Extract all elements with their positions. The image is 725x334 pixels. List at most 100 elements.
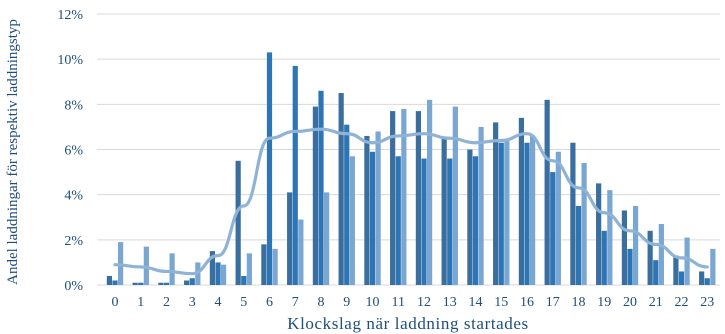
x-tick-label: 15 <box>494 295 508 310</box>
x-tick-label: 2 <box>163 295 170 310</box>
x-axis-label: Klockslag när laddning startades <box>287 314 529 333</box>
bar <box>390 111 396 285</box>
x-tick-label: 5 <box>240 295 247 310</box>
bar <box>570 142 576 285</box>
bar <box>298 219 304 285</box>
bar <box>318 90 324 286</box>
bar <box>272 248 278 285</box>
bar <box>415 111 421 285</box>
bar <box>699 271 705 285</box>
bar <box>530 135 536 285</box>
bar <box>550 172 556 285</box>
bar <box>607 190 613 285</box>
bar <box>447 158 453 285</box>
bar <box>369 151 376 285</box>
bar <box>395 156 401 285</box>
bar <box>498 142 504 285</box>
bar <box>621 210 627 285</box>
bar <box>344 124 350 286</box>
bar <box>704 278 710 285</box>
x-tick-label: 10 <box>366 295 380 310</box>
x-tick-label: 18 <box>572 295 586 310</box>
bar <box>241 275 247 285</box>
bar <box>518 117 524 285</box>
bar <box>493 122 499 286</box>
x-tick-label: 20 <box>623 295 637 310</box>
y-tick-label: 6% <box>64 144 83 159</box>
x-tick-label: 9 <box>343 295 350 310</box>
bar <box>596 183 602 285</box>
bar <box>601 230 607 285</box>
x-tick-label: 3 <box>189 295 196 310</box>
x-tick-label: 17 <box>546 295 560 310</box>
bar <box>524 142 530 285</box>
bar <box>235 160 241 285</box>
bar <box>112 280 118 285</box>
bar <box>472 156 479 285</box>
gridlines <box>97 13 720 286</box>
y-axis-label: Andel laddningar för respektiv laddnings… <box>5 19 21 285</box>
bar <box>132 282 138 285</box>
bars <box>106 52 716 286</box>
bar <box>169 253 175 285</box>
bar <box>478 126 484 286</box>
bar <box>441 138 447 285</box>
bar <box>184 280 190 285</box>
x-tick-label: 0 <box>112 295 119 310</box>
x-tick-label: 14 <box>469 295 483 310</box>
x-tick-label: 1 <box>137 295 144 310</box>
bar <box>292 65 298 285</box>
bar <box>189 278 195 285</box>
bar <box>221 264 227 285</box>
bar <box>163 282 170 285</box>
bar <box>266 52 273 286</box>
series-line <box>113 127 709 276</box>
bar <box>421 158 427 285</box>
bar <box>710 248 716 285</box>
bar <box>138 282 144 285</box>
bar <box>647 230 653 285</box>
x-tick-label: 4 <box>215 295 222 310</box>
y-tick-label: 4% <box>64 189 83 204</box>
bar <box>209 251 215 285</box>
x-tick-label: 7 <box>292 295 299 310</box>
bar <box>158 282 164 285</box>
y-tick-label: 10% <box>57 53 83 68</box>
bar <box>401 108 407 285</box>
x-tick-label: 11 <box>392 295 405 310</box>
x-tick-label: 19 <box>597 295 611 310</box>
bar <box>555 151 561 285</box>
y-tick-label: 12% <box>57 8 83 23</box>
x-tick-label: 8 <box>318 295 325 310</box>
bar <box>349 156 355 285</box>
bar <box>544 99 550 285</box>
bar <box>287 192 293 285</box>
bar <box>627 248 633 285</box>
bar <box>338 93 344 286</box>
y-tick-label: 0% <box>64 279 83 294</box>
bar <box>581 163 587 285</box>
bar <box>312 106 318 285</box>
bar <box>678 271 685 285</box>
bar <box>673 255 679 285</box>
bar <box>246 253 252 285</box>
bar <box>261 244 267 285</box>
bar <box>653 260 659 285</box>
x-tick-labels: 0 1 2 3 4 5 6 7 8 9 10 11 12 13 14 15 16 17 18 19 20 21 22 23 <box>112 295 715 310</box>
x-tick-label: 21 <box>649 295 663 310</box>
trend-line <box>113 127 709 276</box>
bar <box>452 106 458 285</box>
bar <box>106 275 112 285</box>
x-tick-label: 13 <box>443 295 457 310</box>
x-tick-label: 12 <box>417 295 431 310</box>
bar <box>684 237 690 285</box>
bar <box>658 224 664 285</box>
y-tick-label: 2% <box>64 234 83 249</box>
bar <box>427 99 433 285</box>
bar <box>324 192 330 285</box>
bar <box>215 262 221 285</box>
bar <box>364 135 370 285</box>
x-tick-label: 23 <box>700 295 714 310</box>
bar <box>633 205 639 285</box>
